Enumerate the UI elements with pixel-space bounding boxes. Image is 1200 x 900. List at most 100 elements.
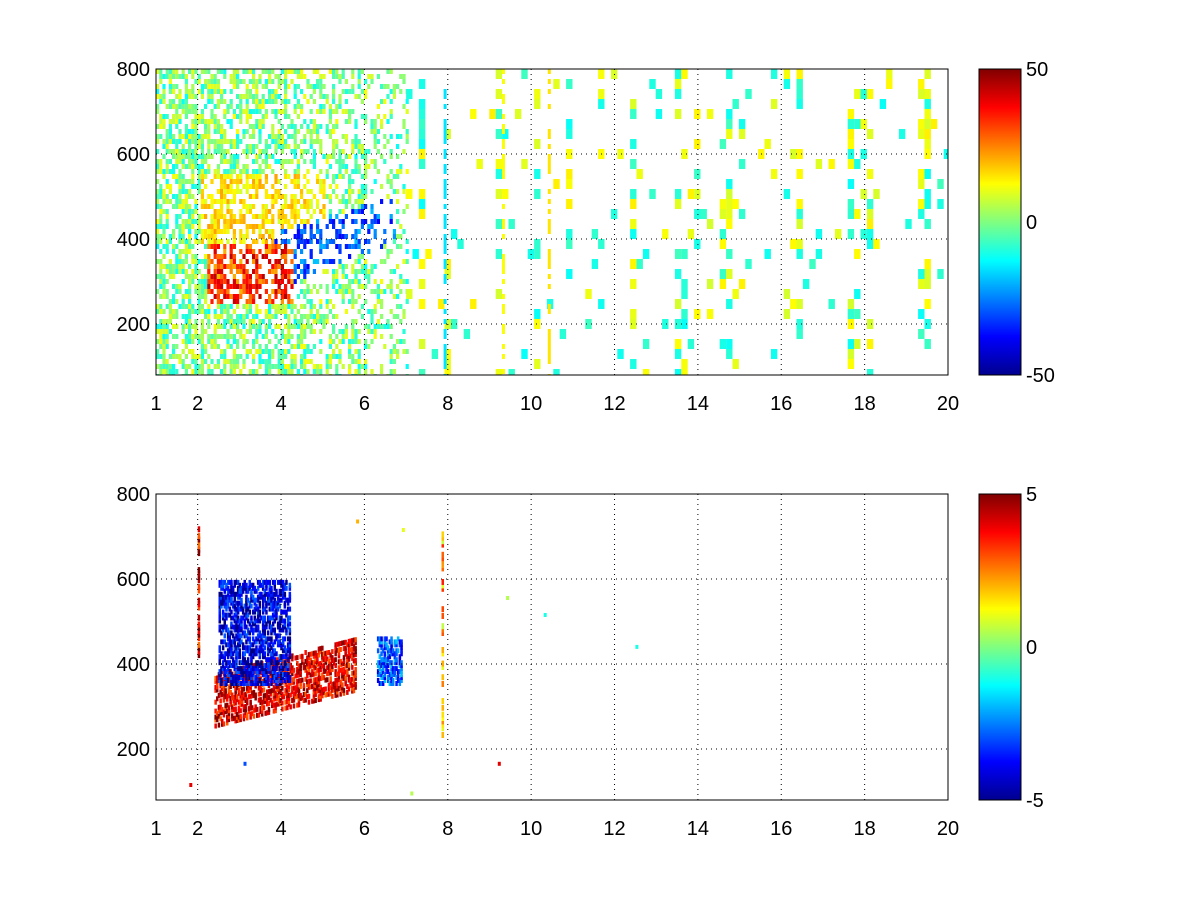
heatmap-cell [332,69,336,74]
heatmap-cell [360,174,364,179]
heatmap-cell [253,666,256,672]
heatmap-cell [312,119,316,124]
heatmap-cell [443,354,447,359]
heatmap-cell [218,657,221,663]
heatmap-cell [223,74,227,79]
heatmap-cell [402,104,406,109]
heatmap-cell [269,697,272,703]
heatmap-cell [156,189,160,194]
heatmap-cell [312,680,316,686]
heatmap-cell [278,621,282,627]
heatmap-cell [278,681,282,686]
heatmap-cell [335,354,339,359]
heatmap-cell [389,369,393,374]
heatmap-cell [263,663,266,669]
heatmap-cell [370,289,374,294]
heatmap-cell [213,209,217,214]
heatmap-cell [245,615,248,621]
heatmap-cell [275,612,278,618]
heatmap-cell [277,359,281,364]
heatmap-cell [172,309,176,314]
heatmap-cell [265,579,268,585]
heatmap-cell [322,189,326,194]
heatmap-cell [238,606,241,612]
heatmap-cell [223,666,226,672]
heatmap-cell [162,284,166,289]
heatmap-cell [534,249,541,259]
heatmap-cell [223,109,227,114]
heatmap-cell [276,684,279,689]
heatmap-cell [790,239,797,249]
heatmap-cell [191,219,195,224]
heatmap-cell [188,234,192,239]
heatmap-cell [271,591,275,597]
heatmap-cell [291,686,294,692]
heatmap-cell [319,339,323,344]
heatmap-cell [225,582,228,588]
heatmap-cell [566,169,573,179]
heatmap-cell [286,666,290,672]
heatmap-cell [230,681,233,686]
heatmap-cell [156,234,160,239]
heatmap-cell [225,669,228,675]
heatmap-cell [181,304,185,309]
heatmap-cell [745,89,752,99]
heatmap-cell [325,359,329,364]
heatmap-cell [264,698,267,704]
heatmap-cell [348,344,352,349]
heatmap-cell [220,209,224,214]
heatmap-cell [239,714,242,720]
heatmap-cell [260,663,263,669]
heatmap-cell [296,369,300,374]
heatmap-cell [502,219,505,224]
heatmap-cell [236,159,240,164]
heatmap-cell [233,603,236,609]
heatmap-cell [296,309,300,314]
heatmap-cell [402,124,406,129]
heatmap-cell [200,289,204,294]
heatmap-cell [271,669,275,675]
heatmap-cell [156,259,160,264]
heatmap-cell [284,199,288,204]
heatmap-cell [236,324,240,329]
heatmap-cell [344,284,348,289]
heatmap-cell [290,194,294,199]
heatmap-cell [255,314,259,319]
heatmap-cell [854,159,861,169]
heatmap-cell [284,104,288,109]
heatmap-cell [325,154,329,159]
heatmap-cell [230,651,233,657]
heatmap-cell [263,654,266,660]
heatmap-cell [390,663,393,669]
heatmap-cell [357,364,361,369]
heatmap-cell [251,621,255,627]
heatmap-cell [847,149,855,159]
heatmap-cell [204,284,208,289]
heatmap-cell [216,334,220,339]
heatmap-cell [373,229,377,234]
heatmap-cell [357,269,361,274]
heatmap-cell [854,309,861,319]
heatmap-cell [262,693,266,699]
heatmap-cell [197,224,201,229]
heatmap-cell [389,324,393,329]
heatmap-cell [276,621,280,627]
heatmap-cell [290,309,294,314]
heatmap-cell [165,129,169,134]
heatmap-cell [287,660,291,666]
heatmap-cell [200,229,204,234]
heatmap-cell [306,219,310,224]
heatmap-cell [236,666,240,672]
heatmap-cell [324,692,327,698]
heatmap-cell [328,129,332,134]
heatmap-cell [296,229,300,234]
heatmap-cell [319,179,323,184]
heatmap-cell [364,174,368,179]
heatmap-cell [236,600,240,606]
heatmap-cell [251,705,254,711]
heatmap-cell [263,594,266,600]
heatmap-cell [274,189,278,194]
heatmap-cell [271,600,275,606]
heatmap-cell [197,614,201,621]
heatmap-cell [266,666,270,672]
